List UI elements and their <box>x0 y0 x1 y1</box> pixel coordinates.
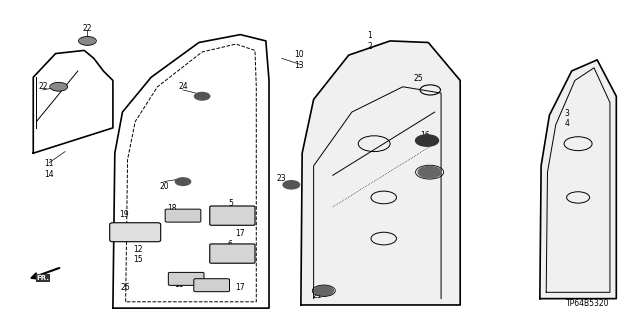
Text: 17: 17 <box>236 229 245 238</box>
Circle shape <box>314 286 333 295</box>
FancyBboxPatch shape <box>210 206 255 225</box>
Text: 26: 26 <box>121 283 131 292</box>
Text: 3
4: 3 4 <box>565 109 570 128</box>
Text: 25: 25 <box>414 74 424 83</box>
Polygon shape <box>301 41 460 305</box>
Text: 1
2: 1 2 <box>367 31 372 51</box>
Text: 22: 22 <box>38 82 47 91</box>
Circle shape <box>283 181 300 189</box>
Circle shape <box>175 178 191 185</box>
FancyBboxPatch shape <box>165 209 201 222</box>
Text: 16: 16 <box>420 131 430 140</box>
Circle shape <box>80 37 95 45</box>
Text: TP64B5320: TP64B5320 <box>566 299 609 308</box>
Text: 6
8: 6 8 <box>227 240 232 259</box>
Text: 17: 17 <box>236 283 245 292</box>
Text: 22: 22 <box>83 24 92 33</box>
Text: 18: 18 <box>168 204 177 213</box>
Text: 23: 23 <box>277 174 287 183</box>
Circle shape <box>195 93 210 100</box>
Text: 10
13: 10 13 <box>294 50 304 70</box>
Text: 12
15: 12 15 <box>134 245 143 264</box>
Text: 11
14: 11 14 <box>44 159 54 179</box>
Text: 5
7: 5 7 <box>228 199 233 218</box>
Text: 19: 19 <box>120 210 129 219</box>
Circle shape <box>415 135 438 146</box>
Polygon shape <box>540 60 616 299</box>
FancyBboxPatch shape <box>194 279 230 292</box>
Circle shape <box>51 83 67 91</box>
FancyBboxPatch shape <box>109 223 161 242</box>
FancyBboxPatch shape <box>168 272 204 286</box>
Text: FR.: FR. <box>36 275 49 281</box>
Circle shape <box>418 167 441 178</box>
Text: 21: 21 <box>312 291 321 300</box>
Text: 24: 24 <box>178 82 188 91</box>
Text: 9: 9 <box>424 168 429 177</box>
FancyBboxPatch shape <box>210 244 255 263</box>
Text: 18: 18 <box>174 280 183 289</box>
Text: 20: 20 <box>159 182 169 191</box>
